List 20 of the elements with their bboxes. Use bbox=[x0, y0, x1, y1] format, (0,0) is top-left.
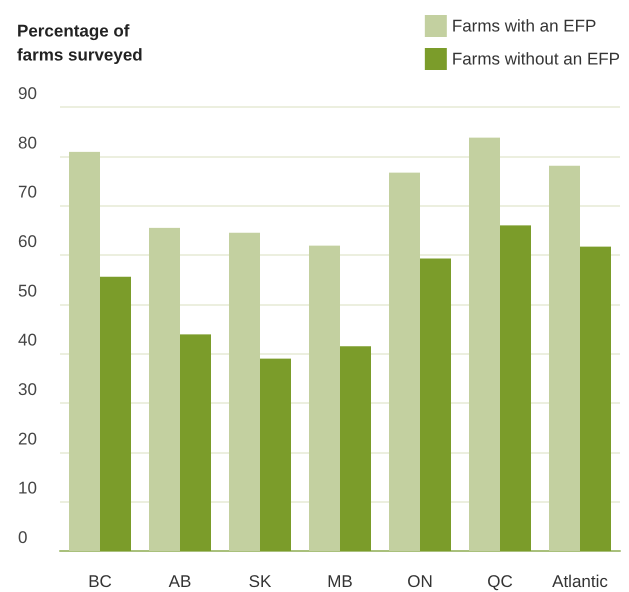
y-tick-label: 40 bbox=[18, 330, 37, 350]
x-tick-label: QC bbox=[487, 572, 513, 591]
y-tick-label: 30 bbox=[18, 380, 37, 399]
y-tick-label: 70 bbox=[18, 182, 37, 202]
legend-label: Farms without an EFP bbox=[452, 50, 620, 68]
x-tick-label: BC bbox=[88, 572, 112, 591]
x-tick-label: MB bbox=[327, 572, 353, 591]
y-tick-label: 20 bbox=[18, 429, 37, 448]
x-tick-label: AB bbox=[168, 572, 192, 591]
y-tick-label: 60 bbox=[18, 232, 37, 251]
legend-label: Farms with an EFP bbox=[452, 16, 596, 36]
y-tick-label: 90 bbox=[18, 84, 37, 103]
x-tick-label: ON bbox=[407, 572, 433, 591]
y-tick-label: 80 bbox=[18, 133, 37, 152]
y-tick-label: 0 bbox=[18, 528, 28, 547]
y-tick-label: 50 bbox=[18, 281, 37, 300]
y-axis-title: Percentage of farms surveyed bbox=[17, 22, 143, 64]
y-tick-label: 10 bbox=[18, 478, 37, 498]
x-tick-label: Atlantic bbox=[552, 572, 608, 591]
x-tick-label: SK bbox=[248, 572, 272, 591]
